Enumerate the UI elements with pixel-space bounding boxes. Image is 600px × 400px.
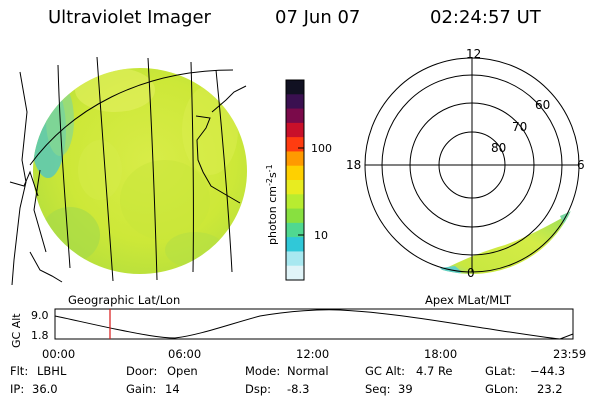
altitude-plot: GC Alt 9.0 1.8 00:00 06:00 12:00 18:00 2… bbox=[10, 308, 586, 361]
ip-label: IP: bbox=[10, 382, 25, 396]
lat-lon-grid bbox=[29, 56, 234, 282]
uv-disk-image bbox=[9, 56, 247, 286]
colorbar-segment bbox=[286, 222, 304, 238]
door-label: Door: bbox=[126, 364, 158, 378]
colorbar-segment bbox=[286, 251, 304, 267]
polar-grid bbox=[364, 57, 580, 273]
mlt-label-18: 18 bbox=[346, 158, 361, 172]
gc-alt-label: GC Alt: bbox=[365, 364, 406, 378]
altitude-tick-1-8: 1.8 bbox=[31, 329, 49, 342]
gain-label: Gain: bbox=[126, 382, 157, 396]
colorbar-tick-100: 100 bbox=[311, 142, 332, 155]
altitude-tick-9: 9.0 bbox=[31, 309, 49, 322]
colorbar-segment bbox=[286, 165, 304, 181]
glat-value: −44.3 bbox=[530, 364, 566, 378]
altitude-curve bbox=[54, 309, 574, 340]
colorbar-segment bbox=[286, 80, 304, 95]
seq-value: 39 bbox=[398, 382, 413, 396]
mlat-label-60: 60 bbox=[535, 98, 550, 112]
colorbar-segment bbox=[286, 265, 304, 281]
colorbar-frame bbox=[285, 79, 305, 281]
colorbar-segment bbox=[286, 208, 304, 224]
glon-label: GLon: bbox=[485, 382, 519, 396]
colorbar-segment bbox=[286, 137, 304, 153]
mlat-label-70: 70 bbox=[512, 120, 527, 134]
time-tick-0000: 00:00 bbox=[42, 347, 75, 361]
apex-caption: Apex MLat/MLT bbox=[425, 293, 512, 307]
geographic-caption: Geographic Lat/Lon bbox=[68, 293, 180, 307]
color-scale-bar bbox=[285, 79, 305, 281]
colorbar-segment bbox=[286, 94, 304, 110]
time-tick-1800: 18:00 bbox=[424, 347, 457, 361]
colorbar-segment bbox=[286, 108, 304, 124]
mlt-label-6: 6 bbox=[577, 158, 585, 172]
altitude-axis-label: GC Alt bbox=[10, 313, 23, 348]
polar-plot: 12 18 6 0 60 70 80 bbox=[346, 47, 585, 280]
time-tick-2359: 23:59 bbox=[553, 347, 586, 361]
mode-label: Mode: bbox=[245, 364, 281, 378]
colorbar-segment bbox=[286, 151, 304, 167]
door-value: Open bbox=[167, 364, 198, 378]
colorbar-segment bbox=[286, 180, 304, 195]
filter-value: LBHL bbox=[37, 364, 67, 378]
mlt-label-0: 0 bbox=[467, 266, 475, 280]
glon-value: 23.2 bbox=[537, 382, 563, 396]
gain-value: 14 bbox=[165, 382, 180, 396]
mlat-label-80: 80 bbox=[491, 141, 506, 155]
time-tick-0600: 06:00 bbox=[168, 347, 201, 361]
mlt-label-12: 12 bbox=[466, 47, 481, 61]
polar-labels: 12 18 6 0 60 70 80 bbox=[346, 47, 585, 280]
colorbar-segment bbox=[286, 237, 304, 253]
observation-date: 07 Jun 07 bbox=[275, 7, 361, 28]
dsp-label: Dsp: bbox=[245, 382, 272, 396]
mode-value: Normal bbox=[287, 364, 329, 378]
observation-time: 02:24:57 UT bbox=[430, 7, 541, 28]
gc-alt-value: 4.7 Re bbox=[416, 364, 453, 378]
colorbar-ticks bbox=[298, 147, 304, 236]
glat-label: GLat: bbox=[485, 364, 516, 378]
filter-label: Flt: bbox=[10, 364, 29, 378]
colorbar-segment bbox=[286, 194, 304, 210]
time-tick-1200: 12:00 bbox=[296, 347, 329, 361]
altitude-plot-frame bbox=[54, 308, 574, 340]
seq-label: Seq: bbox=[365, 382, 391, 396]
colorbar-units-label: photon cm-2s-1 bbox=[265, 164, 279, 245]
colorbar-tick-10: 10 bbox=[314, 229, 328, 242]
instrument-title: Ultraviolet Imager bbox=[48, 7, 211, 28]
colorbar-segment bbox=[286, 122, 304, 138]
dsp-value: -8.3 bbox=[287, 382, 310, 396]
ip-value: 36.0 bbox=[32, 382, 58, 396]
coastlines bbox=[9, 71, 247, 286]
